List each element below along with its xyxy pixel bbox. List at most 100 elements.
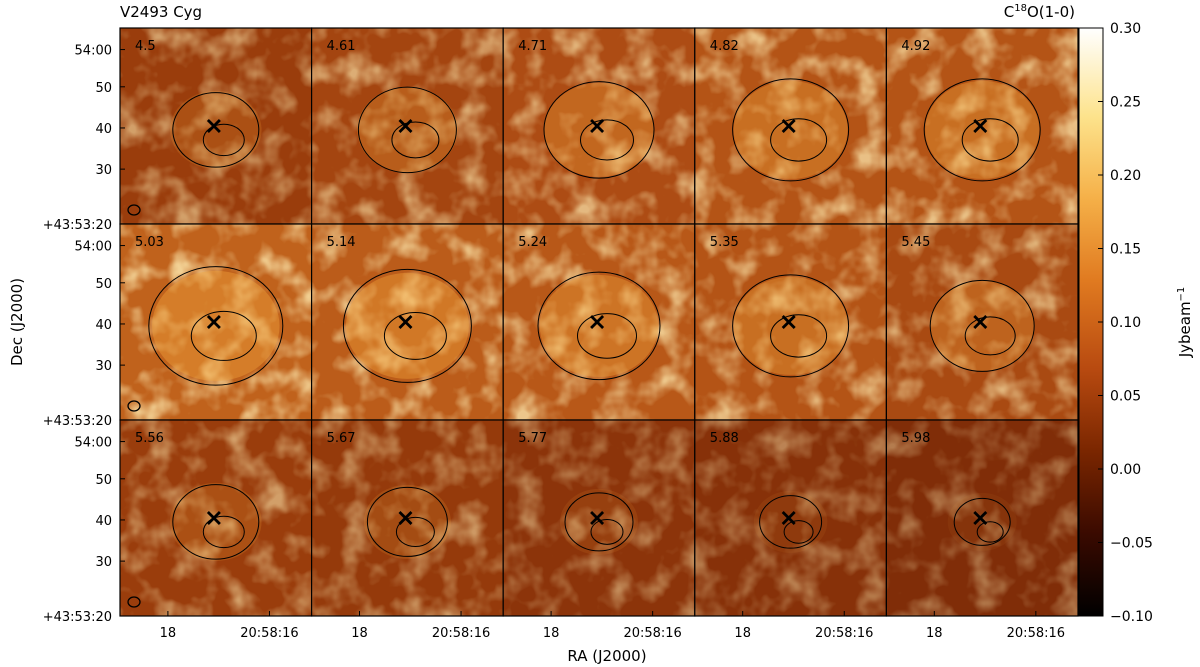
emission-core (544, 82, 654, 177)
contour-line (929, 279, 1035, 372)
y-tick-label: 40 (95, 318, 112, 333)
emission-core (947, 492, 1017, 551)
channel-velocity-label: 5.67 (327, 431, 356, 446)
contour-line (190, 310, 257, 361)
contour-line (342, 268, 472, 383)
channel-panel: 5.98 (885, 419, 1079, 617)
channel-velocity-label: 4.5 (135, 39, 156, 54)
contour-line (172, 92, 260, 168)
y-tick-label: +43:53:20 (43, 610, 112, 625)
y-axis-label: Dec (J2000) (8, 278, 26, 366)
colorbar-label: Jybeam−1 (1176, 287, 1194, 359)
beam-ellipse (127, 400, 141, 412)
x-tick-label: 20:58:16 (623, 626, 681, 641)
channel-panel: 5.88 (694, 419, 887, 617)
colorbar-tick-label: −0.10 (1110, 609, 1153, 625)
channel-velocity-label: 5.45 (901, 235, 930, 250)
contour-line (732, 78, 850, 182)
channel-velocity-label: 5.98 (901, 431, 930, 446)
channel-velocity-label: 4.82 (710, 39, 739, 54)
x-axis-label: RA (J2000) (567, 647, 646, 665)
channel-velocity-label: 5.24 (518, 235, 547, 250)
emission-core (170, 482, 262, 561)
channel-panel: 4.61 (311, 27, 504, 225)
y-tick-label: 50 (95, 277, 112, 292)
source-x-marker (590, 119, 605, 133)
channel-velocity-label: 5.14 (327, 235, 356, 250)
channel-panel: 4.82 (694, 27, 887, 225)
panel-frame (885, 419, 1079, 617)
channel-velocity-label: 5.77 (518, 431, 547, 446)
source-x-marker (590, 511, 605, 525)
contour-line (590, 519, 624, 545)
beam-ellipse (127, 204, 141, 216)
channel-panel: 5.24 (502, 223, 696, 421)
figure-title-line: C18O(1-0) (1004, 3, 1075, 21)
contour-line (783, 520, 814, 544)
contour-line (770, 118, 828, 162)
source-x-marker (781, 511, 796, 525)
channel-panel: 4.5 (119, 27, 313, 225)
colorbar-tick-label: 0.30 (1110, 21, 1141, 37)
channel-velocity-label: 5.88 (710, 431, 739, 446)
y-tick-label: 30 (95, 163, 112, 178)
emission-core (539, 274, 659, 377)
channel-velocity-label: 5.56 (135, 431, 164, 446)
channel-velocity-label: 4.61 (327, 39, 356, 54)
channel-velocity-label: 5.35 (710, 235, 739, 250)
contour-line (964, 316, 1016, 356)
contour-line (961, 118, 1019, 162)
contour-line (148, 266, 284, 386)
channel-velocity-label: 4.71 (518, 39, 547, 54)
channel-panel: 5.45 (885, 223, 1079, 421)
contour-line (732, 274, 850, 378)
y-tick-label: 30 (95, 359, 112, 374)
x-tick-label: 18 (543, 626, 560, 641)
channel-panels: 4.5 4.61 4.71 4.82 4.92 5.03 5.14 5.24 5.35 5.45 5… (119, 27, 1079, 617)
y-tick-label: 50 (95, 473, 112, 488)
channel-panel: 5.56 (119, 419, 313, 617)
colorbar-tick-label: 0.00 (1110, 462, 1141, 478)
contour-line (577, 313, 637, 359)
source-x-marker (206, 315, 221, 329)
contour-line (543, 81, 655, 179)
emission-core (170, 90, 262, 169)
x-tick-label: 20:58:16 (240, 626, 298, 641)
emission-core (152, 270, 280, 381)
channel-velocity-label: 5.03 (135, 235, 164, 250)
source-x-marker (398, 315, 413, 329)
y-tick-label: 40 (95, 122, 112, 137)
source-x-marker (973, 511, 988, 525)
contour-line (770, 314, 828, 358)
contour-line (564, 492, 634, 552)
y-tick-label: 30 (95, 555, 112, 570)
x-tick-label: 20:58:16 (432, 626, 490, 641)
emission-core (357, 86, 458, 173)
source-x-marker (973, 315, 988, 329)
contour-line (953, 497, 1011, 546)
emission-core (345, 272, 469, 379)
channel-panel: 5.67 (311, 419, 504, 617)
contour-line (357, 86, 457, 174)
channel-panel: 5.77 (502, 419, 696, 617)
contour-line (395, 516, 435, 548)
x-tick-label: 20:58:16 (1007, 626, 1065, 641)
emission-core (560, 488, 638, 555)
colorbar-tick-label: 0.15 (1110, 242, 1141, 258)
contour-line (923, 78, 1041, 182)
contour-line (391, 121, 440, 159)
x-tick-label: 18 (351, 626, 368, 641)
source-x-marker (398, 119, 413, 133)
source-x-marker (973, 119, 988, 133)
channel-velocity-label: 4.92 (901, 39, 930, 54)
y-axis: 54:00 50 40 30 +43:53:20 54:00 50 40 30 +43:53:20… (43, 44, 125, 625)
contour-line (172, 484, 260, 560)
contour-line (202, 123, 245, 157)
x-tick-label: 20:58:16 (815, 626, 873, 641)
channel-panel: 5.35 (694, 223, 887, 421)
y-tick-label: 54:00 (75, 240, 112, 255)
colorbar-tick-label: 0.10 (1110, 315, 1141, 331)
source-x-marker (781, 119, 796, 133)
emission-core (733, 80, 848, 179)
